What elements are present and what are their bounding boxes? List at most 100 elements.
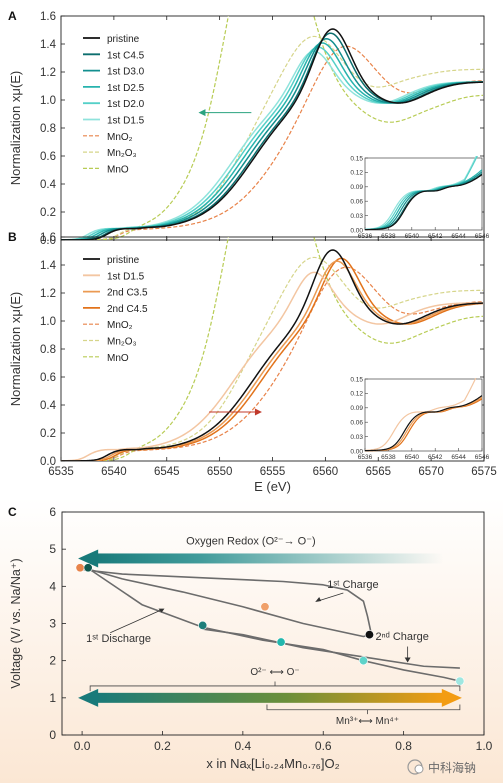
legend-label: Mn₂O₃ <box>107 337 137 348</box>
series-line <box>61 28 483 240</box>
inset-y-tick-label: 0.03 <box>350 213 363 220</box>
x-tick-label: 6555 <box>260 466 286 478</box>
inset-y-tick-label: 0.06 <box>350 199 363 206</box>
x-tick-label: 0.4 <box>235 739 252 753</box>
second-charge-pointer-head <box>404 657 411 663</box>
legend-label: 2nd C4.5 <box>107 304 148 315</box>
redox-range-arrow-head-left <box>78 688 99 707</box>
inset-y-tick-label: 0.06 <box>350 420 363 427</box>
x-tick-label: 0.8 <box>395 739 412 753</box>
y-tick-label: 1.0 <box>40 95 56 107</box>
y-axis-label: Voltage (V/ vs. Na/Na⁺) <box>9 558 23 688</box>
panel-c-background <box>0 498 503 783</box>
y-tick-label: 1.4 <box>40 39 57 51</box>
inset-series-group <box>365 156 482 230</box>
inset-x-tick-label: 6546 <box>475 233 490 240</box>
reference-line <box>61 266 483 461</box>
x-tick-label: 6535 <box>48 466 74 478</box>
oxygen-bracket-label: O²⁻ ⟷ O⁻ <box>250 667 299 678</box>
inset-x-tick-label: 6538 <box>381 454 396 461</box>
inset-x-tick-label: 6536 <box>358 233 373 240</box>
inset-x-tick-label: 6540 <box>405 233 420 240</box>
legend-label: 1st D1.5 <box>107 271 145 282</box>
redox-range-arrow <box>94 692 444 703</box>
state-marker <box>75 563 85 573</box>
first-discharge-pointer-head <box>158 608 165 613</box>
y-tick-label: 1.6 <box>40 232 56 244</box>
first-discharge-label: 1ˢᵗ Discharge <box>86 633 151 645</box>
x-tick-label: 0.2 <box>154 739 171 753</box>
second-charge-label: 2ⁿᵈ Charge <box>375 631 428 643</box>
y-tick-label: 1.6 <box>40 11 56 23</box>
y-axis-label: Normalization xμ(E) <box>8 71 23 185</box>
legend-label: MnO₂ <box>107 132 133 143</box>
legend-label: MnO <box>107 353 129 364</box>
y-tick-label: 1.2 <box>40 67 56 79</box>
y-tick-label: 0.4 <box>40 179 57 191</box>
shift-arrow-head <box>198 109 206 117</box>
y-tick-label: 2 <box>49 654 56 668</box>
legend-label: 1st C4.5 <box>107 50 145 61</box>
manganese-bracket-label: Mn³⁺⟷ Mn⁴⁺ <box>336 716 399 727</box>
y-tick-label: 4 <box>49 579 56 593</box>
legend-label: MnO <box>107 164 129 175</box>
inset-x-tick-label: 6538 <box>381 233 396 240</box>
x-tick-label: 6540 <box>101 466 127 478</box>
y-tick-label: 0.8 <box>40 344 56 356</box>
x-tick-label: 0.0 <box>74 739 91 753</box>
y-tick-label: 1.2 <box>40 288 56 300</box>
watermark-icon-dot <box>414 764 424 774</box>
inset-x-tick-label: 6542 <box>428 233 443 240</box>
y-tick-label: 0.8 <box>40 123 56 135</box>
y-tick-label: 0.2 <box>40 207 56 219</box>
y-tick-label: 1.4 <box>40 260 57 272</box>
inset-series-line <box>365 174 482 230</box>
first-charge-pointer <box>317 592 344 602</box>
watermark: 中科海钠 <box>407 759 476 775</box>
inset-y-tick-label: 0.00 <box>350 227 363 234</box>
shift-arrow-head <box>254 408 262 416</box>
inset-x-tick-label: 6544 <box>451 233 466 240</box>
series-group <box>61 237 483 461</box>
state-marker <box>455 676 465 686</box>
voltage-curve <box>82 568 373 635</box>
legend-label: Mn₂O₃ <box>107 148 137 159</box>
inset-x-tick-label: 6546 <box>475 454 490 461</box>
y-tick-label: 3 <box>49 617 56 631</box>
y-tick-label: 0.0 <box>40 235 56 247</box>
voltage-curves <box>82 568 461 682</box>
legend-label: 2nd C3.5 <box>107 288 148 299</box>
y-tick-label: 1.0 <box>40 316 56 328</box>
inset-series-line <box>365 395 482 452</box>
inset-y-tick-label: 0.15 <box>350 155 363 162</box>
panel-label: C <box>8 505 17 519</box>
legend-label: 1st D2.5 <box>107 83 145 94</box>
state-marker <box>358 656 368 666</box>
reference-line <box>61 45 483 240</box>
voltage-curve <box>89 568 461 682</box>
y-tick-label: 0 <box>49 728 56 742</box>
x-tick-label: 6575 <box>471 466 497 478</box>
x-axis-label: x in Naₓ[Li₀.₂₄Mn₀.₇₆]O₂ <box>206 756 339 771</box>
oxygen-redox-label: Oxygen Redox (O²⁻→ O⁻) <box>186 536 316 548</box>
panel-label: A <box>8 9 17 23</box>
legend-label: MnO₂ <box>107 320 133 331</box>
voltage-curve <box>89 568 372 638</box>
y-tick-label: 0.6 <box>40 151 56 163</box>
state-marker <box>260 602 270 612</box>
voltage-curve <box>202 628 460 669</box>
reference-line <box>61 16 483 240</box>
x-tick-label: 6545 <box>154 466 180 478</box>
state-marker <box>83 563 93 573</box>
inset-y-tick-label: 0.12 <box>350 170 363 177</box>
oxygen-redox-arrow-head <box>78 549 99 568</box>
legend-label: 1st D3.0 <box>107 67 145 78</box>
first-charge-label: 1ˢᵗ Charge <box>327 579 378 591</box>
state-marker <box>364 630 374 640</box>
inset-y-tick-label: 0.15 <box>350 376 363 383</box>
inset-y-tick-label: 0.03 <box>350 434 363 441</box>
inset-frame <box>364 157 483 231</box>
legend-label: 1st D2.0 <box>107 99 145 110</box>
series-line <box>61 249 483 461</box>
